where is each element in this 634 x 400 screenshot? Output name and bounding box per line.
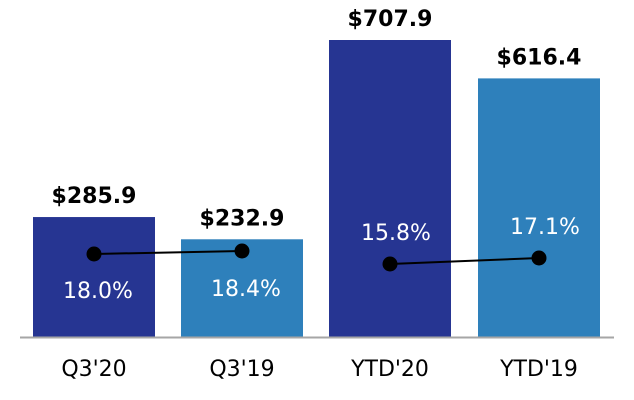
value-label-3: $616.4 (497, 45, 582, 70)
margin-label-3: 17.1% (510, 215, 580, 240)
tick-label-0: Q3'20 (61, 357, 126, 382)
value-label-2: $707.9 (348, 7, 433, 32)
margin-label-2: 15.8% (361, 221, 431, 246)
tick-label-3: YTD'19 (499, 357, 578, 382)
bar-0 (33, 217, 155, 337)
tick-label-1: Q3'19 (209, 357, 274, 382)
margin-lines-group (86, 243, 547, 272)
tick-label-2: YTD'20 (350, 357, 429, 382)
bars-group (33, 40, 600, 338)
bar-3 (478, 78, 600, 338)
margin-marker-0 (86, 246, 102, 262)
margin-marker-1 (234, 243, 250, 259)
margin-line-1 (389, 257, 540, 265)
value-label-1: $232.9 (200, 206, 285, 231)
margin-line-0 (93, 250, 243, 255)
margin-label-1: 18.4% (211, 277, 281, 302)
margin-label-0: 18.0% (63, 279, 133, 304)
margin-marker-2 (382, 256, 398, 272)
value-label-0: $285.9 (52, 184, 137, 209)
labels-group: $285.9 Q3'20 18.0% $232.9 Q3'19 18.4% $707.9 YT… (52, 7, 582, 382)
margin-marker-3 (531, 250, 547, 266)
bar-2 (329, 40, 451, 337)
